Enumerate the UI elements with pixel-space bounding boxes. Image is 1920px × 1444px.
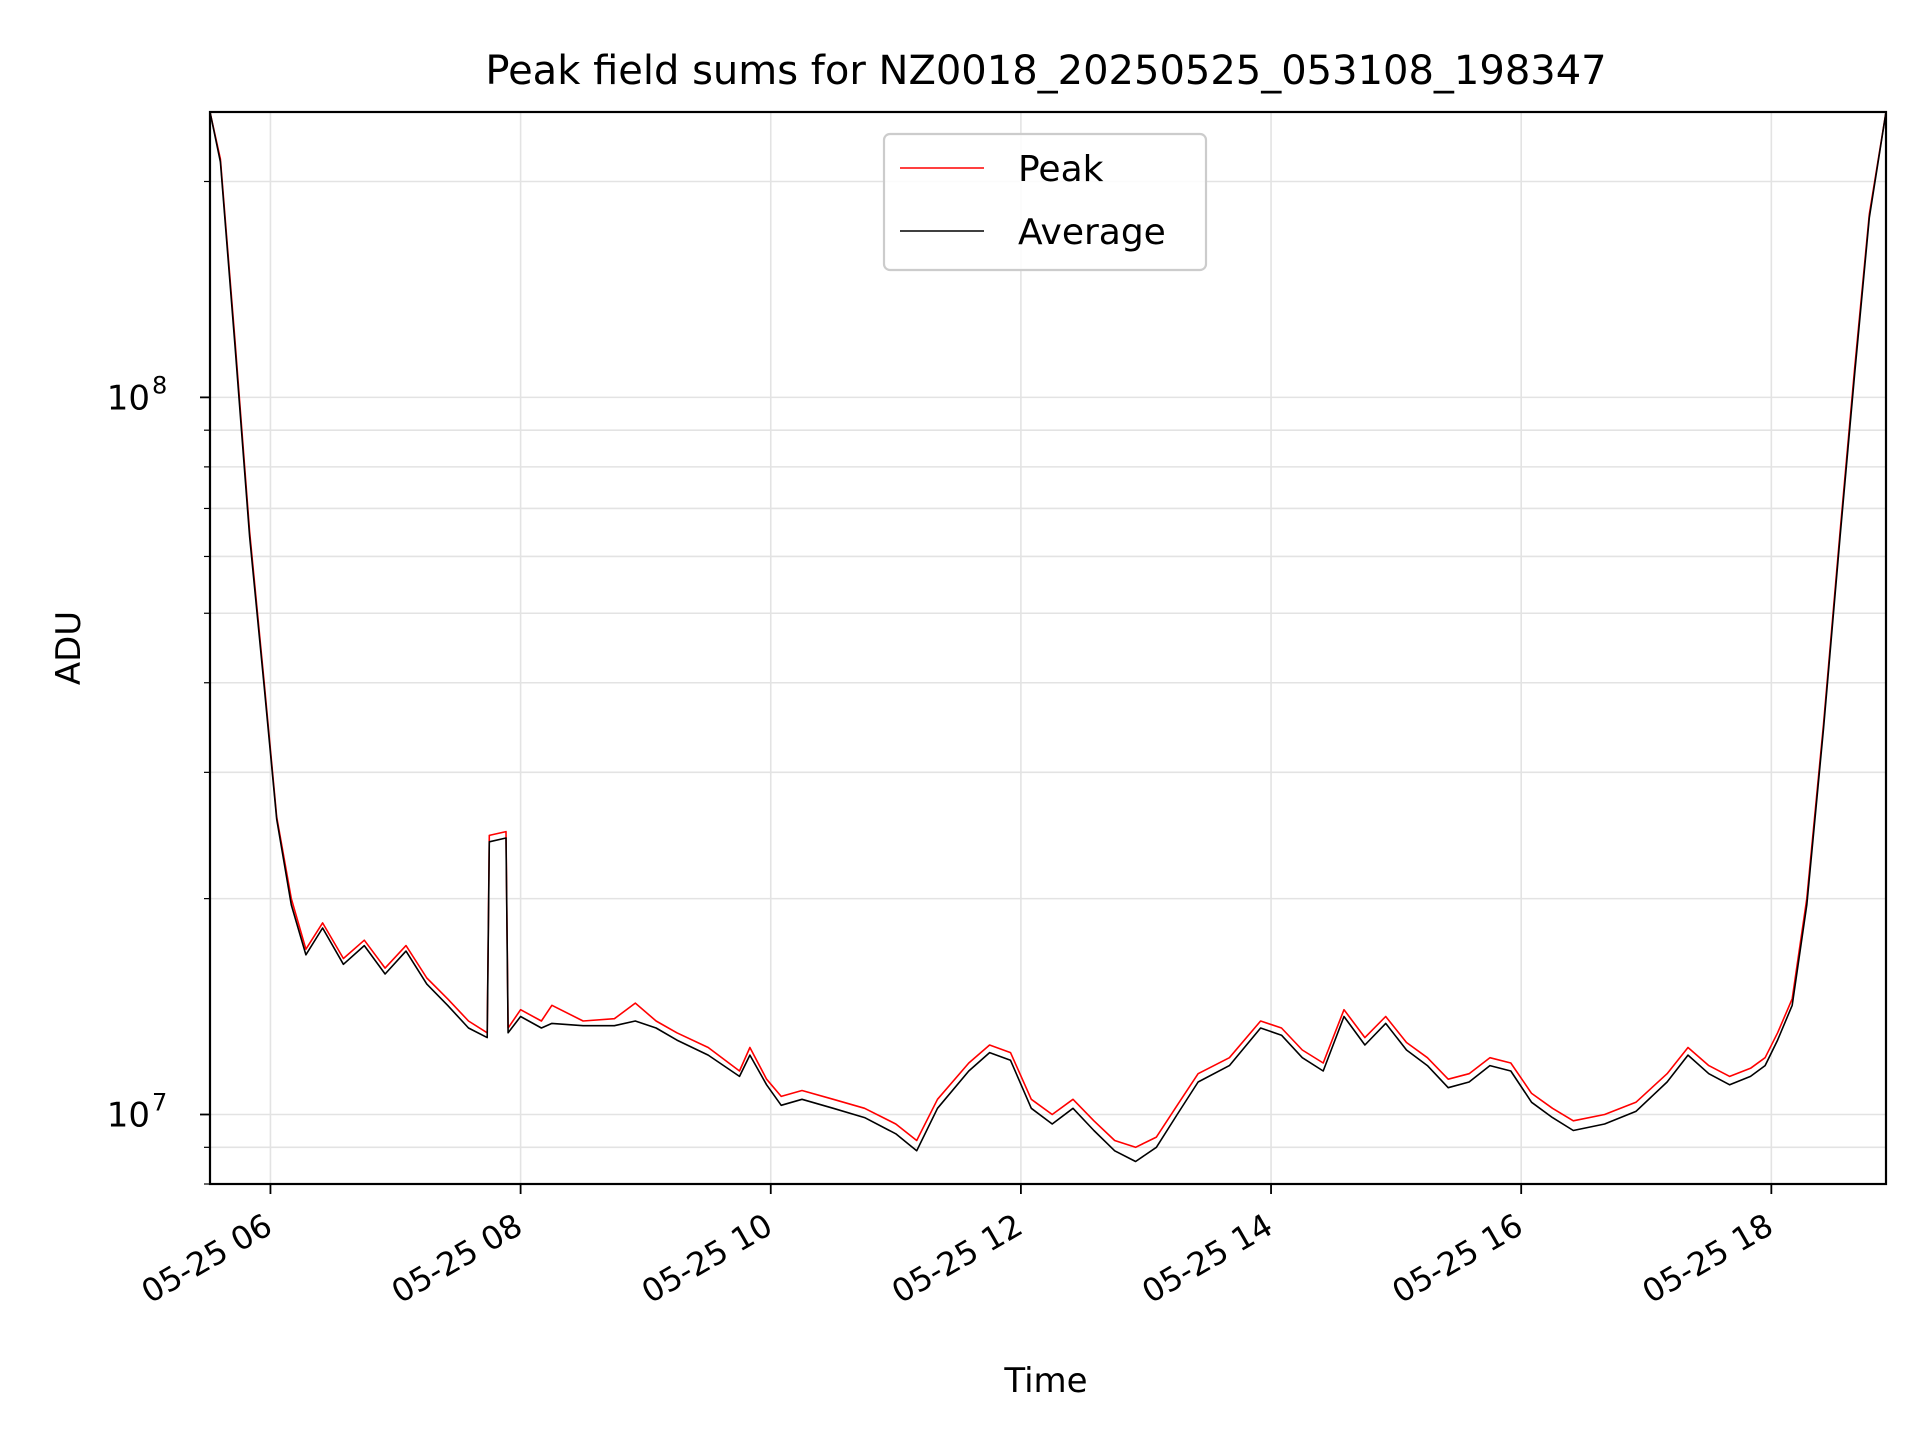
plot-lines (209, 111, 1887, 1163)
legend-average-label: Average (1018, 212, 1166, 253)
chart-title: Peak field sums for NZ0018_20250525_0531… (485, 48, 1606, 94)
series-line-peak (209, 111, 1887, 1149)
y-tick-label: 10 7 (107, 1089, 168, 1136)
plot-frame (208, 110, 1888, 1186)
legend: Peak Average (882, 132, 1208, 272)
y-tick-label-base: 10 (107, 378, 150, 418)
y-tick-label-exponent: 8 (152, 371, 167, 399)
y-tick-label-base: 10 (107, 1096, 150, 1136)
y-tick-label: 10 8 (107, 371, 168, 418)
x-axis-label: Time (1003, 1361, 1087, 1401)
y-axis-label: ADU (49, 611, 89, 685)
legend-peak-label: Peak (1018, 149, 1104, 190)
series-line-average (209, 111, 1887, 1163)
y-tick-label-exponent: 7 (152, 1089, 167, 1117)
